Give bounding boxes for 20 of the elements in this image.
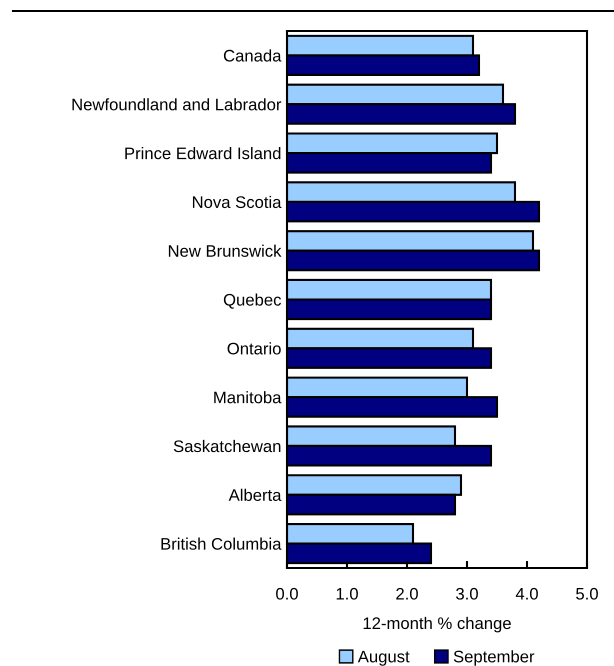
y-tick-label: New Brunswick [168,244,282,257]
y-tick-label: Alberta [228,488,282,501]
y-tick-label: British Columbia [161,538,282,550]
x-tick-label: 3.0 [456,588,478,600]
y-tick-label: Newfoundland and Labrador [72,98,282,110]
x-tick-label: 2.0 [396,588,418,600]
y-tick-label: Manitoba [214,391,282,404]
x-tick-label: 4.0 [516,588,538,600]
y-tick-label: Nova Scotia [192,196,282,208]
legend-label: August [358,650,410,666]
x-tick-label: 0.0 [276,588,298,600]
y-tick-label: Quebec [224,293,282,309]
y-tick-label: Saskatchewan [174,440,280,452]
y-tick-label: Prince Edward Island [125,147,280,160]
x-tick-label: 5.0 [576,588,598,600]
y-tick-label: Canada [224,49,282,62]
legend-label: September [454,650,534,666]
x-tick-label: 1.0 [336,588,358,600]
y-tick-label: Ontario [228,342,281,355]
x-axis-title: 12-month % change [364,616,511,632]
